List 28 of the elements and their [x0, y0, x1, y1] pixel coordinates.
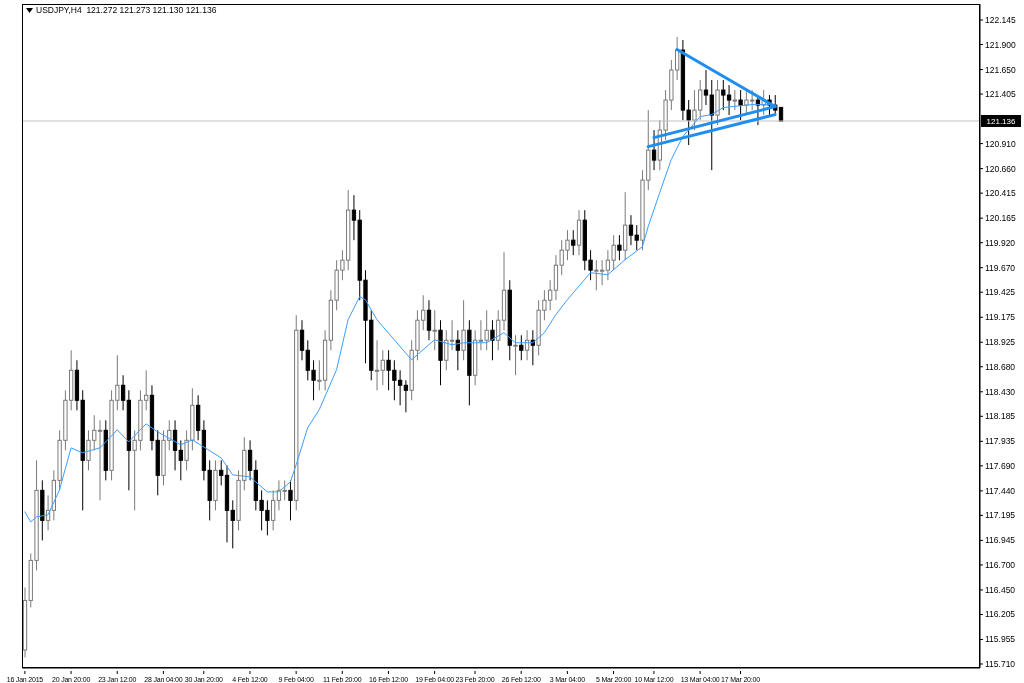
y-tick-label: 115.710 — [985, 659, 1016, 670]
y-tick-label: 121.405 — [985, 89, 1016, 100]
y-tick-label: 122.145 — [985, 15, 1016, 26]
y-tick-label: 116.205 — [985, 609, 1016, 620]
y-tick-label: 119.670 — [985, 262, 1016, 273]
y-tick-label: 117.195 — [985, 510, 1016, 521]
chart-title: USDJPY,H4 121.272 121.273 121.130 121.136 — [36, 5, 217, 15]
y-tick-label: 116.945 — [985, 535, 1016, 546]
y-tick-label: 116.700 — [985, 559, 1016, 570]
y-tick-label: 118.185 — [985, 411, 1016, 422]
y-tick-label: 117.690 — [985, 460, 1016, 471]
y-tick-label: 116.450 — [985, 584, 1016, 595]
y-tick-label: 118.680 — [985, 361, 1016, 372]
y-tick-label: 121.650 — [985, 64, 1016, 75]
y-tick-label: 120.660 — [985, 163, 1016, 174]
y-tick-label: 117.935 — [985, 436, 1016, 447]
y-tick-label: 118.430 — [985, 386, 1016, 397]
ref-line-label: 121.136 — [986, 116, 1017, 126]
y-tick-label: 119.920 — [985, 237, 1016, 248]
y-tick-label: 120.165 — [985, 213, 1016, 224]
y-tick-label: 121.900 — [985, 39, 1016, 50]
y-tick-label: 120.910 — [985, 138, 1016, 149]
y-tick-label: 120.415 — [985, 188, 1016, 199]
y-tick-label: 118.925 — [985, 337, 1016, 348]
y-tick-label: 115.955 — [985, 634, 1016, 645]
y-tick-label: 119.175 — [985, 312, 1016, 323]
y-tick-label: 119.425 — [985, 287, 1016, 298]
y-tick-label: 117.440 — [985, 485, 1016, 496]
